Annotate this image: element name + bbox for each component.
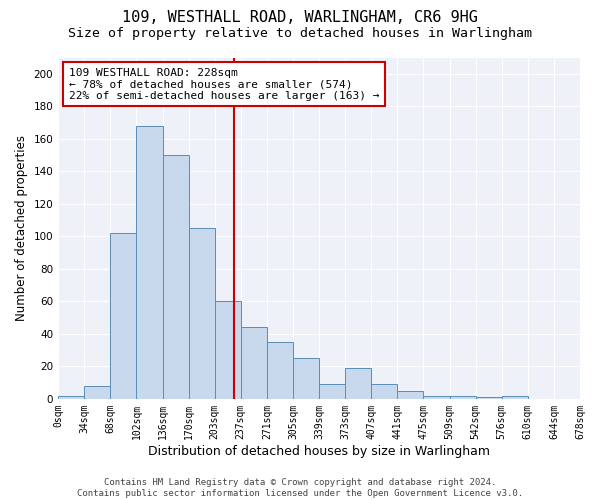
Text: Contains HM Land Registry data © Crown copyright and database right 2024.
Contai: Contains HM Land Registry data © Crown c… [77,478,523,498]
Bar [110,233,136,399]
Bar [502,396,528,399]
Bar [293,358,319,399]
Bar [476,397,502,399]
Bar [371,384,397,399]
Text: 109 WESTHALL ROAD: 228sqm
← 78% of detached houses are smaller (574)
22% of semi: 109 WESTHALL ROAD: 228sqm ← 78% of detac… [68,68,379,101]
Bar [267,342,293,399]
Bar [84,386,110,399]
Bar [241,328,267,399]
Bar [163,155,188,399]
Bar [188,228,215,399]
Text: Size of property relative to detached houses in Warlingham: Size of property relative to detached ho… [68,28,532,40]
Bar [319,384,345,399]
Bar [424,396,449,399]
Bar [397,390,424,399]
Title: 109, WESTHALL ROAD, WARLINGHAM, CR6 9HG
Size of property relative to detached ho: 109, WESTHALL ROAD, WARLINGHAM, CR6 9HG … [0,499,1,500]
Text: 109, WESTHALL ROAD, WARLINGHAM, CR6 9HG: 109, WESTHALL ROAD, WARLINGHAM, CR6 9HG [122,10,478,25]
Bar [215,302,241,399]
Bar [345,368,371,399]
X-axis label: Distribution of detached houses by size in Warlingham: Distribution of detached houses by size … [148,444,490,458]
Bar [136,126,163,399]
Bar [449,396,476,399]
Bar [58,396,84,399]
Y-axis label: Number of detached properties: Number of detached properties [15,135,28,321]
